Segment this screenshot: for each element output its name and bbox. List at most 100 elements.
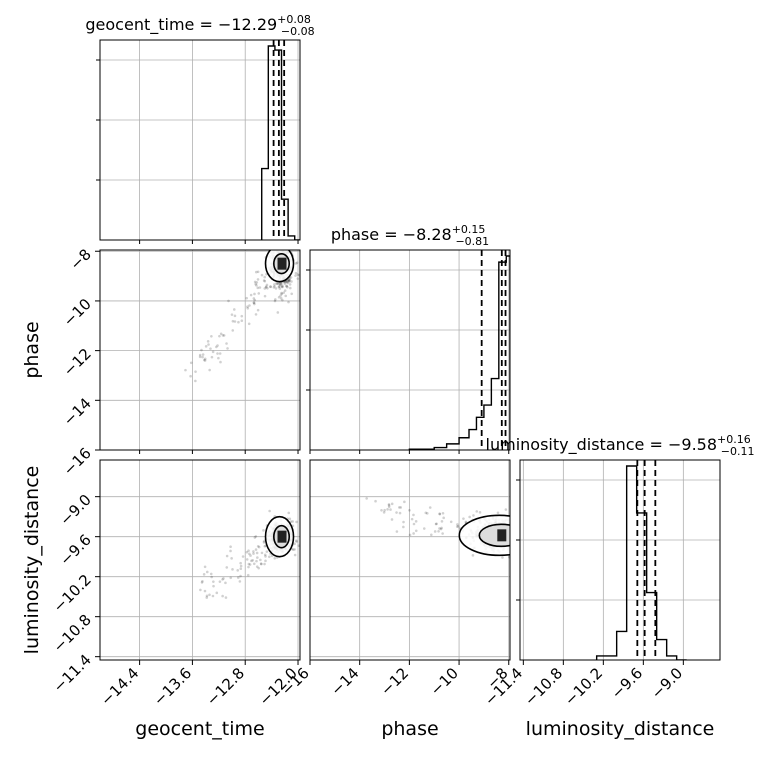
sample-point: [215, 345, 218, 349]
sample-point: [281, 225, 284, 228]
sample-point: [510, 530, 513, 533]
title-plus: +0.16: [717, 433, 751, 446]
sample-point: [277, 240, 280, 243]
histogram-geocent_time: [261, 45, 300, 240]
sample-point: [231, 319, 235, 323]
sample-point: [263, 553, 267, 557]
sample-point: [279, 294, 282, 297]
sample-point: [218, 580, 222, 583]
sample-point: [291, 520, 294, 523]
sample-point: [203, 565, 207, 569]
sample-point: [259, 562, 263, 565]
panel-frame: [309, 249, 511, 451]
sample-point: [224, 581, 227, 585]
sample-point: [511, 525, 514, 528]
sample-point: [510, 544, 513, 547]
sample-point: [295, 540, 298, 543]
sample-point: [441, 532, 444, 535]
sample-point: [254, 535, 258, 538]
sample-point: [203, 357, 207, 361]
sample-point: [247, 562, 251, 566]
sample-point: [289, 286, 292, 290]
panel-frame: [99, 459, 301, 661]
sample-point: [390, 502, 394, 506]
sample-point: [383, 508, 386, 512]
title-minus: −0.08: [281, 25, 315, 38]
sample-point: [287, 511, 291, 515]
sample-point: [395, 530, 399, 533]
sample-point: [271, 245, 274, 248]
sample-point: [279, 282, 282, 286]
x-tick-label: −10.8: [521, 664, 566, 709]
sample-point: [517, 531, 520, 534]
sample-point: [229, 576, 233, 580]
sample-point: [279, 244, 282, 247]
sample-point: [279, 236, 282, 239]
sample-point: [262, 541, 266, 544]
sample-point: [511, 532, 514, 535]
sample-point: [511, 537, 514, 540]
sample-point: [514, 529, 517, 532]
sample-point: [510, 535, 513, 538]
sample-point: [194, 379, 197, 383]
sample-point: [402, 525, 405, 529]
sample-point: [184, 368, 187, 372]
panel-marks-phase-geocent_time: [184, 225, 300, 383]
sample-point: [512, 540, 515, 543]
sample-point: [515, 533, 518, 536]
sample-point: [201, 355, 204, 359]
density-peak: [277, 257, 287, 270]
sample-point: [408, 508, 411, 512]
sample-point: [229, 545, 232, 549]
sample-point: [286, 240, 289, 243]
sample-point: [278, 287, 282, 290]
sample-point: [286, 285, 289, 289]
sample-point: [252, 550, 255, 553]
sample-point: [277, 282, 280, 286]
sample-point: [221, 594, 224, 598]
density-peak: [277, 530, 287, 543]
sample-point: [403, 500, 406, 504]
sample-point: [513, 542, 516, 545]
sample-point: [252, 297, 256, 300]
sample-point: [530, 535, 533, 538]
sample-point: [293, 548, 296, 551]
x-tick-label: −12.8: [203, 664, 248, 709]
sample-point: [208, 593, 211, 597]
sample-point: [262, 243, 265, 246]
sample-point: [279, 246, 282, 249]
sample-point: [468, 515, 471, 519]
title-text: luminosity_distance = −9.58: [486, 435, 717, 455]
sample-point: [456, 523, 459, 526]
sample-point: [256, 544, 260, 548]
sample-point: [246, 305, 249, 308]
sample-point: [471, 554, 475, 557]
sample-point: [290, 244, 293, 247]
panel-title-geocent_time: geocent_time = −12.29+0.08 −0.08: [85, 13, 314, 38]
sample-point: [290, 280, 293, 283]
sample-point: [512, 537, 515, 540]
sample-point: [434, 522, 438, 526]
sample-point: [511, 527, 514, 530]
sample-point: [262, 279, 266, 282]
sample-point: [513, 532, 516, 535]
sample-point: [515, 546, 518, 549]
sample-point: [239, 564, 243, 568]
sample-point: [239, 567, 243, 571]
sample-point: [198, 355, 202, 359]
sample-point: [253, 280, 257, 284]
sample-point: [278, 283, 282, 287]
y-tick-label: −11.4: [50, 651, 95, 696]
sample-point: [265, 550, 269, 553]
panel-frame: [519, 459, 721, 661]
sample-point: [251, 558, 255, 562]
sample-point: [248, 552, 251, 556]
sample-point: [504, 508, 508, 511]
sample-point: [258, 286, 262, 289]
sample-point: [512, 523, 515, 526]
sample-point: [512, 535, 515, 538]
panel-title-luminosity_distance: luminosity_distance = −9.58+0.16 −0.11: [486, 433, 755, 458]
sample-point: [202, 573, 206, 576]
sample-point: [285, 284, 288, 288]
sample-point: [211, 350, 215, 354]
